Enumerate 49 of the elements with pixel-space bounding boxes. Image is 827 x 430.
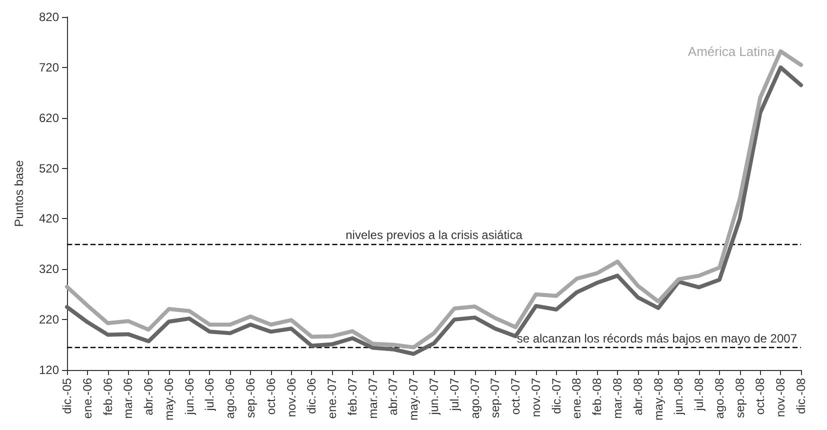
x-tick-label: mar.-08	[610, 378, 624, 419]
x-tick-label: oct.-06	[264, 378, 278, 415]
x-tick-label: mar.-07	[366, 378, 380, 419]
x-tick-label: ene.-06	[80, 378, 94, 419]
ref-line-label: se alcanzan los récords más bajos en mayo de 2007	[516, 331, 798, 346]
x-tick-label: dic.-06	[304, 378, 319, 414]
x-tick-label: may.-07	[406, 378, 421, 420]
x-tick-label: nov.-07	[528, 378, 543, 418]
x-tick-label: ago.-08	[712, 378, 726, 419]
x-tick-label: jun.-08	[672, 378, 686, 416]
x-tick-label: feb.-08	[590, 378, 604, 416]
x-tick-label: ene.-07	[325, 378, 340, 419]
y-tick-label: 720	[38, 60, 60, 74]
x-tick-label: ene.-08	[570, 378, 584, 419]
x-tick-label: oct.-07	[508, 378, 523, 415]
x-tick-label: sep.-07	[488, 378, 502, 418]
x-tick-label: mar.-06	[121, 378, 136, 419]
x-tick-label: oct.-08	[753, 378, 768, 415]
x-tick-label: dic.-07	[549, 378, 564, 414]
series-label: América Latina	[688, 44, 776, 59]
x-tick-label: abr.-08	[630, 378, 645, 416]
x-tick-label: jun.-06	[182, 378, 196, 416]
x-tick-label: jul.-07	[447, 378, 462, 412]
y-axis-title: Puntos base	[12, 160, 26, 227]
y-tick-label: 420	[38, 212, 60, 226]
x-tick-label: may.-08	[651, 378, 666, 420]
y-tick-label: 320	[38, 262, 60, 276]
x-tick-label: jul.-06	[202, 378, 217, 412]
y-tick-label: 220	[38, 312, 60, 327]
x-tick-label: jul.-08	[692, 378, 706, 412]
x-tick-label: may.-06	[162, 378, 176, 420]
x-tick-label: nov.-08	[774, 378, 788, 418]
ref-line-label: niveles previos a la crisis asiática	[346, 228, 523, 242]
x-tick-label: sep.-08	[732, 378, 747, 418]
x-tick-label: ago.-07	[468, 378, 482, 419]
x-tick-label: abr.-06	[142, 378, 156, 416]
x-tick-label: feb.-06	[100, 378, 115, 416]
y-tick-label: 820	[38, 10, 60, 24]
x-tick-label: dic.-05	[60, 378, 74, 414]
y-tick-label: 520	[38, 161, 60, 176]
x-tick-label: ago.-06	[223, 378, 238, 419]
x-tick-label: nov.-06	[284, 378, 298, 418]
y-tick-label: 620	[38, 110, 60, 125]
x-tick-label: dic.-08	[794, 378, 808, 414]
x-tick-label: sep.-06	[244, 378, 258, 418]
x-tick-label: feb.-07	[345, 378, 360, 416]
x-tick-label: abr.-07	[386, 378, 400, 416]
y-tick-label: 120	[38, 363, 60, 377]
x-tick-label: jun.-07	[427, 378, 441, 416]
